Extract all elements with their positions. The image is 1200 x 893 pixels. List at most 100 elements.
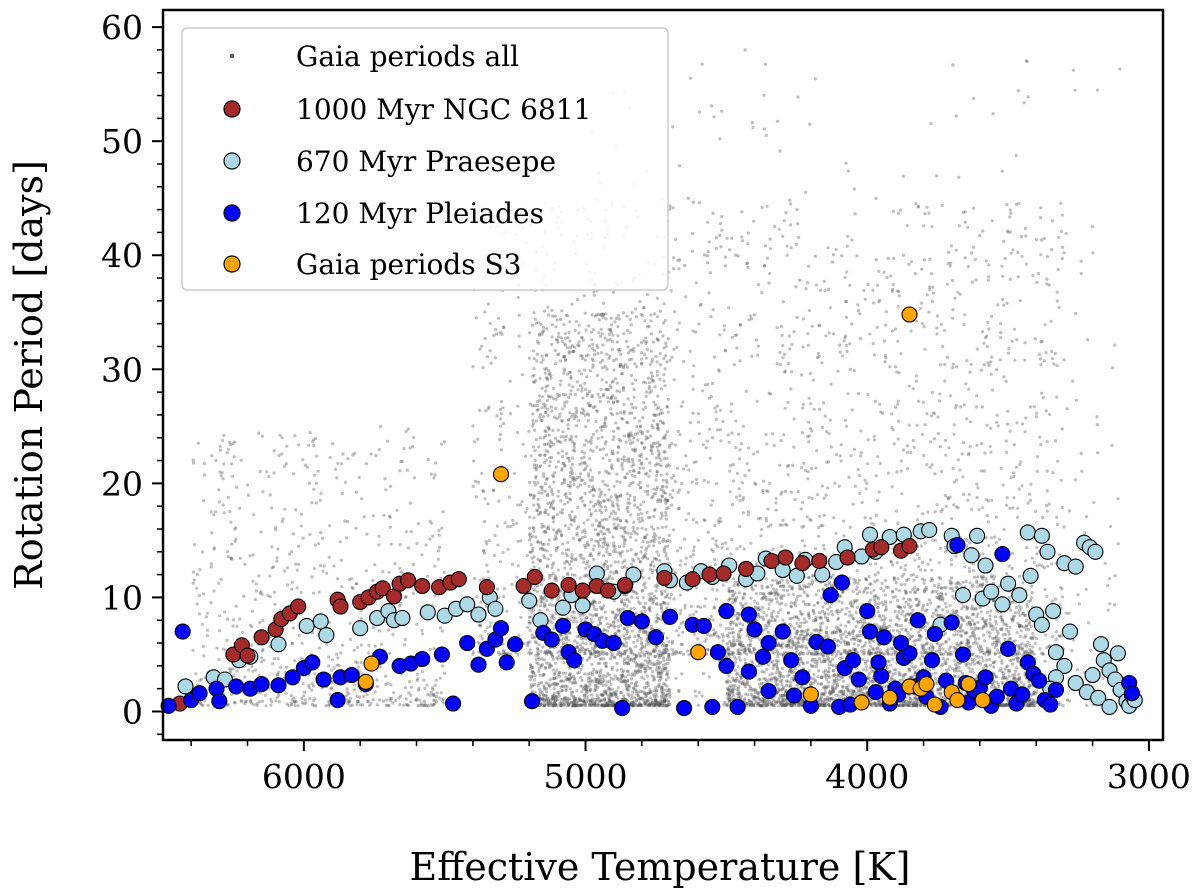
gaia-all-point: [633, 416, 637, 420]
gaia-all-point: [1018, 574, 1022, 578]
gaia-all-point: [637, 690, 641, 694]
gaia-all-point: [548, 444, 552, 448]
gaia-all-point: [650, 496, 654, 500]
gaia-all-point: [561, 701, 565, 705]
gaia-all-point: [615, 480, 619, 484]
gaia-all-point: [557, 489, 561, 493]
gaia-all-point: [639, 669, 643, 674]
gaia-all-point: [734, 657, 738, 661]
gaia-all-point: [654, 701, 658, 705]
gaia-all-point: [556, 657, 560, 661]
gaia-all-point: [610, 692, 614, 696]
gaia-all-point: [598, 661, 602, 665]
gaia-all-point: [599, 492, 603, 496]
gaia-all-point: [654, 668, 659, 672]
gaia-all-point: [635, 424, 639, 429]
gaia-all-point: [583, 543, 587, 548]
gaia-all-point: [657, 703, 662, 707]
gaia-all-point: [577, 670, 581, 675]
gaia-all-point: [532, 463, 536, 467]
gaia-all-point: [658, 443, 662, 447]
gaia-all-point: [613, 377, 618, 381]
gaia-all-point: [542, 673, 546, 677]
gaia-all-point: [596, 351, 600, 355]
gaia-all-point: [543, 405, 547, 409]
gaia-all-point: [613, 625, 617, 629]
gaia-all-point: [901, 609, 905, 614]
gaia-all-point: [796, 641, 800, 645]
gaia-all-point: [572, 616, 576, 620]
gaia-all-point: [531, 669, 535, 673]
gaia-all-point: [654, 686, 658, 690]
gaia-all-point: [662, 693, 667, 697]
gaia-all-point: [761, 605, 765, 610]
gaia-all-point: [625, 628, 629, 632]
gaia-all-point: [627, 484, 631, 488]
gaia-all-point: [644, 405, 648, 409]
gaia-all-point: [576, 388, 580, 392]
gaia-all-point: [528, 648, 532, 652]
gaia-all-point: [648, 362, 652, 366]
gaia-all-point: [555, 676, 559, 680]
gaia-all-point: [541, 415, 546, 419]
gaia-all-point: [821, 605, 825, 609]
gaia-all-point: [566, 427, 570, 431]
gaia-all-point: [611, 544, 616, 548]
gaia-all-point: [653, 594, 657, 599]
gaia-all-point: [616, 686, 620, 690]
gaia-all-point: [577, 648, 581, 652]
gaia-all-point: [780, 666, 784, 671]
gaia-all-point: [606, 693, 610, 697]
gaia-all-point: [555, 704, 559, 708]
gaia-all-point: [621, 607, 625, 611]
gaia-all-point: [544, 694, 548, 699]
gaia-all-point: [805, 593, 809, 597]
gaia-all-point: [553, 577, 557, 581]
gaia-all-point: [568, 370, 572, 374]
gaia-all-point: [998, 668, 1002, 673]
gaia-all-point: [650, 674, 654, 678]
gaia-all-point: [569, 376, 573, 381]
gaia-all-point: [571, 690, 575, 694]
gaia-all-point: [790, 676, 794, 681]
gaia-all-point: [580, 354, 584, 358]
gaia-all-point: [623, 657, 627, 661]
gaia-all-point: [630, 704, 634, 708]
gaia-all-point: [548, 501, 553, 505]
gaia-all-point: [533, 673, 537, 678]
gaia-all-point: [557, 690, 561, 694]
gaia-all-point: [532, 380, 537, 384]
gaia-all-point: [632, 704, 636, 708]
gaia-all-point: [540, 406, 544, 410]
gaia-all-point: [545, 494, 550, 498]
gaia-all-point: [811, 657, 815, 662]
gaia-all-point: [645, 698, 650, 702]
gaia-all-point: [537, 341, 541, 345]
gaia-all-point: [603, 336, 607, 340]
gaia-all-point: [617, 349, 621, 353]
gaia-all-point: [557, 670, 561, 674]
gaia-all-point: [579, 556, 583, 560]
gaia-all-point: [622, 601, 627, 606]
gaia-all-point: [647, 381, 652, 385]
gaia-all-point: [633, 671, 637, 675]
gaia-all-point: [611, 452, 615, 456]
gaia-all-point: [538, 692, 542, 696]
gaia-all-point: [592, 607, 597, 611]
gaia-all-point: [563, 566, 567, 570]
gaia-all-point: [550, 653, 555, 658]
gaia-all-point: [597, 551, 601, 555]
gaia-all-point: [541, 697, 545, 701]
gaia-all-point: [626, 692, 630, 696]
gaia-all-point: [594, 509, 598, 513]
gaia-all-point: [937, 576, 941, 580]
gaia-all-point: [536, 557, 540, 561]
gaia-all-point: [623, 363, 628, 367]
gaia-all-point: [659, 487, 663, 492]
gaia-all-point: [559, 317, 563, 321]
gaia-all-point: [614, 694, 618, 699]
gaia-all-point: [568, 673, 572, 677]
gaia-all-point: [654, 456, 659, 460]
gaia-all-point: [594, 614, 599, 618]
gaia-all-point: [590, 601, 595, 605]
